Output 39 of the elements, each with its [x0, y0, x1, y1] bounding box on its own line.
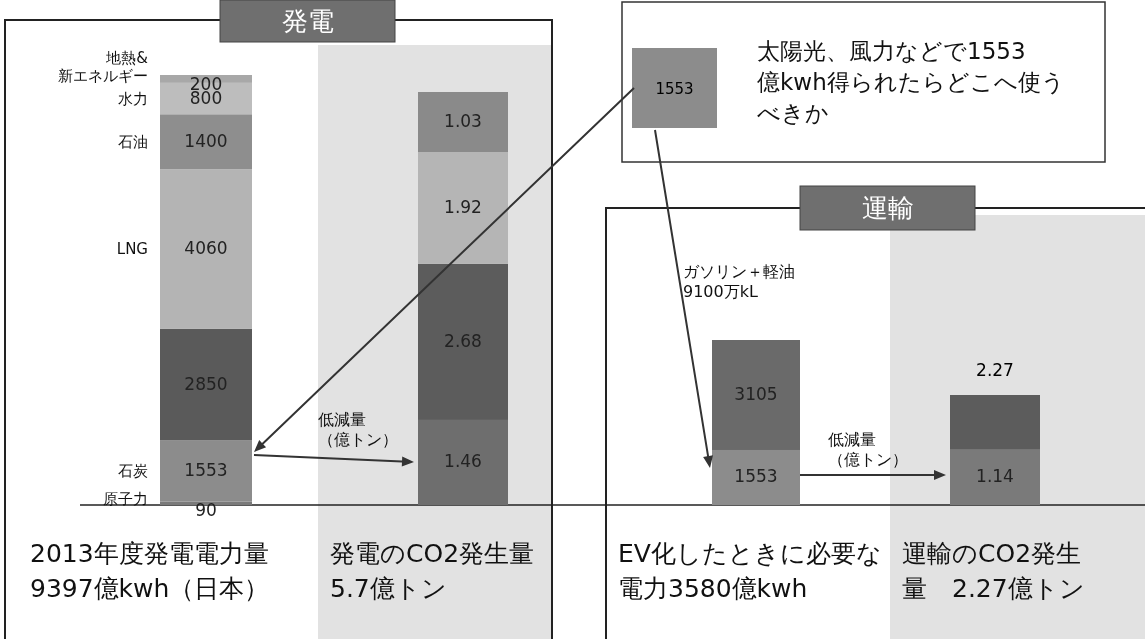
bar — [160, 114, 252, 170]
data-label: 1553 — [184, 459, 228, 480]
bar — [418, 263, 508, 420]
bar — [160, 501, 252, 505]
bar — [418, 419, 508, 505]
text: ガソリン＋軽油9100万kL — [683, 261, 795, 301]
text: 発電 — [281, 5, 334, 36]
x-axis-title: EV化したときに必要な電力3580億kwh — [618, 539, 882, 603]
text: 太陽光、風力などで1553億kwh得られたらどこへ使うべきか — [757, 37, 1065, 126]
data-label: 90 — [195, 500, 217, 521]
data-label: 1.46 — [444, 451, 482, 472]
data-label: 4060 — [184, 237, 228, 258]
bar — [160, 328, 252, 441]
text: 運輸 — [861, 192, 914, 223]
data-label: 1.92 — [444, 196, 482, 217]
bar — [160, 440, 252, 502]
text: 低減量（億トン） — [828, 429, 908, 469]
data-label: 1553 — [734, 466, 778, 487]
bar — [418, 92, 508, 152]
data-label: 1.14 — [976, 466, 1014, 487]
data-label: 2.68 — [444, 330, 482, 351]
text: 低減量（億トン） — [318, 409, 398, 449]
x-axis-title: 運輸のCO2発生量 2.27億トン — [902, 539, 1085, 603]
x-axis-title: 2013年度発電電力量9397億kwh（日本） — [30, 539, 270, 603]
data-label: 1400 — [184, 130, 228, 151]
series-label: 石炭 — [118, 461, 148, 480]
series-label: 石油 — [118, 132, 148, 151]
x-axis-title: 発電のCO2発生量5.7億トン — [330, 539, 535, 603]
data-label: 2850 — [184, 373, 228, 394]
series-label: 地熱&新エネルギー — [58, 48, 149, 85]
series-label: LNG — [116, 239, 148, 258]
series-label: 水力 — [118, 89, 148, 108]
text: 1553 — [655, 79, 694, 98]
data-label: 3105 — [734, 383, 778, 404]
data-label: 1.03 — [444, 111, 482, 131]
bar — [160, 169, 252, 329]
total-label: 2.27 — [976, 360, 1014, 380]
bar — [418, 152, 508, 264]
series-label: 原子力 — [103, 489, 148, 508]
